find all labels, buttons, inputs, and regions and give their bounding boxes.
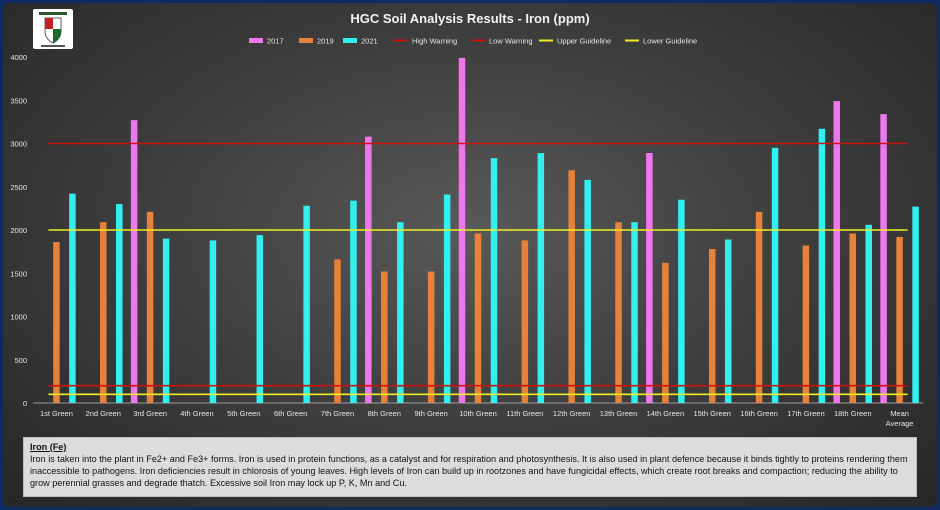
x-tick-label: 2nd Green: [86, 409, 121, 418]
x-tick-label: 8th Green: [368, 409, 401, 418]
y-tick-label: 2500: [10, 183, 27, 192]
description-box: Iron (Fe) Iron is taken into the plant i…: [23, 437, 917, 497]
x-tick-label: 3rd Green: [133, 409, 167, 418]
x-tick-label: 11th Green: [506, 409, 543, 418]
bar-2019-1st-green: [53, 242, 60, 403]
bar-2019-11th-green: [521, 240, 529, 403]
y-tick-label: 3000: [10, 140, 27, 149]
x-tick-label: 13th Green: [600, 409, 638, 418]
y-tick-label: 1000: [10, 313, 27, 322]
legend-label-low-warning: Low Warning: [489, 37, 533, 46]
bar-2019-18th-green: [849, 233, 856, 403]
x-tick-label: 1st Green: [40, 409, 73, 418]
bar-2019-mean-average: [896, 236, 903, 403]
y-tick-label: 0: [23, 399, 27, 408]
legend-label-lower-guideline: Lower Guideline: [643, 37, 697, 46]
y-tick-label: 4000: [10, 53, 27, 62]
legend-swatch-2021: [343, 38, 357, 43]
bar-2019-13th-green: [615, 222, 622, 403]
bar-2017-3rd-green: [130, 120, 138, 404]
bar-2021-mean-average: [912, 206, 919, 403]
bar-2019-3rd-green: [146, 211, 154, 403]
bar-2019-8th-green: [381, 271, 388, 403]
bar-2019-10th-green: [474, 233, 482, 403]
bar-2021-9th-green: [443, 194, 451, 403]
y-tick-label: 3500: [10, 96, 27, 105]
bar-2021-11th-green: [537, 153, 545, 403]
legend-label-high-warning: High Warning: [412, 37, 457, 46]
bar-2021-6th-green: [303, 205, 310, 403]
plot-area: 0 500 1000 1500 2000 2500 3000 3500 4000 1st Gree…: [10, 53, 923, 428]
bar-2021-14th-green: [678, 199, 685, 403]
y-tick-label: 500: [14, 356, 27, 365]
bar-2019-7th-green: [334, 259, 341, 403]
y-tick-label: 2000: [10, 226, 27, 235]
bar-2019-17th-green: [802, 245, 810, 403]
bar-2021-4th-green: [209, 240, 217, 403]
bar-2019-14th-green: [662, 262, 669, 403]
x-tick-label: 12th Green: [553, 409, 591, 418]
x-tick-label: 15th Green: [693, 409, 731, 418]
bar-2021-16th-green: [771, 147, 779, 403]
bar-2021-17th-green: [818, 128, 826, 404]
x-tick-label: 16th Green: [740, 409, 778, 418]
bar-2019-12th-green: [568, 170, 575, 403]
chart-panel: HGC Soil Analysis Results - Iron (ppm) 2…: [3, 3, 937, 507]
x-tick-label: 9th Green: [414, 409, 447, 418]
club-logo: [33, 9, 73, 49]
description-heading: Iron (Fe): [30, 442, 67, 452]
legend-label-2021: 2021: [361, 37, 378, 46]
bar-2021-18th-green: [865, 224, 872, 403]
bar-2017-mean-average: [880, 114, 887, 403]
bar-2017-18th-green: [833, 101, 840, 404]
bar-2019-2nd-green: [100, 222, 107, 403]
x-tick-label: 17th Green: [787, 409, 825, 418]
bar-2021-10th-green: [490, 158, 498, 403]
x-tick-label: 7th Green: [321, 409, 354, 418]
x-tick-label: Mean: [890, 409, 909, 418]
bar-2019-9th-green: [427, 271, 435, 403]
chart-title: HGC Soil Analysis Results - Iron (ppm): [350, 11, 589, 26]
bar-2017-8th-green: [365, 136, 372, 403]
bar-2017-14th-green: [646, 153, 653, 403]
bar-2021-12th-green: [584, 179, 591, 403]
bar-2021-5th-green: [256, 235, 264, 403]
bar-2019-16th-green: [755, 211, 763, 403]
legend-swatch-2019: [299, 38, 313, 43]
bar-2021-15th-green: [724, 239, 732, 403]
x-tick-label: 18th Green: [834, 409, 872, 418]
description-body: Iron is taken into the plant in Fe2+ and…: [30, 454, 908, 488]
bar-2021-3rd-green: [162, 238, 170, 403]
x-tick-label: 5th Green: [227, 409, 260, 418]
bar-2021-1st-green: [69, 193, 76, 403]
y-tick-label: 1500: [10, 269, 27, 278]
x-tick-label: 14th Green: [647, 409, 685, 418]
legend-label-2017: 2017: [267, 37, 284, 46]
x-tick-label: 6th Green: [274, 409, 307, 418]
bar-2019-15th-green: [708, 249, 716, 403]
legend-swatch-2017: [249, 38, 263, 43]
legend-label-upper-guideline: Upper Guideline: [557, 37, 611, 46]
x-tick-label: 10th Green: [459, 409, 497, 418]
bar-2021-13th-green: [631, 222, 638, 403]
legend-label-2019: 2019: [317, 37, 334, 46]
chart-legend: 2017 2019 2021 High Warning Low Warning Upper…: [249, 37, 697, 46]
x-tick-label: 4th Green: [180, 409, 213, 418]
x-tick-label: Average: [886, 419, 914, 428]
bar-chart: HGC Soil Analysis Results - Iron (ppm) 2…: [10, 11, 923, 428]
bar-2021-8th-green: [397, 222, 404, 403]
bar-2021-2nd-green: [116, 204, 123, 403]
bar-2021-7th-green: [350, 200, 357, 403]
